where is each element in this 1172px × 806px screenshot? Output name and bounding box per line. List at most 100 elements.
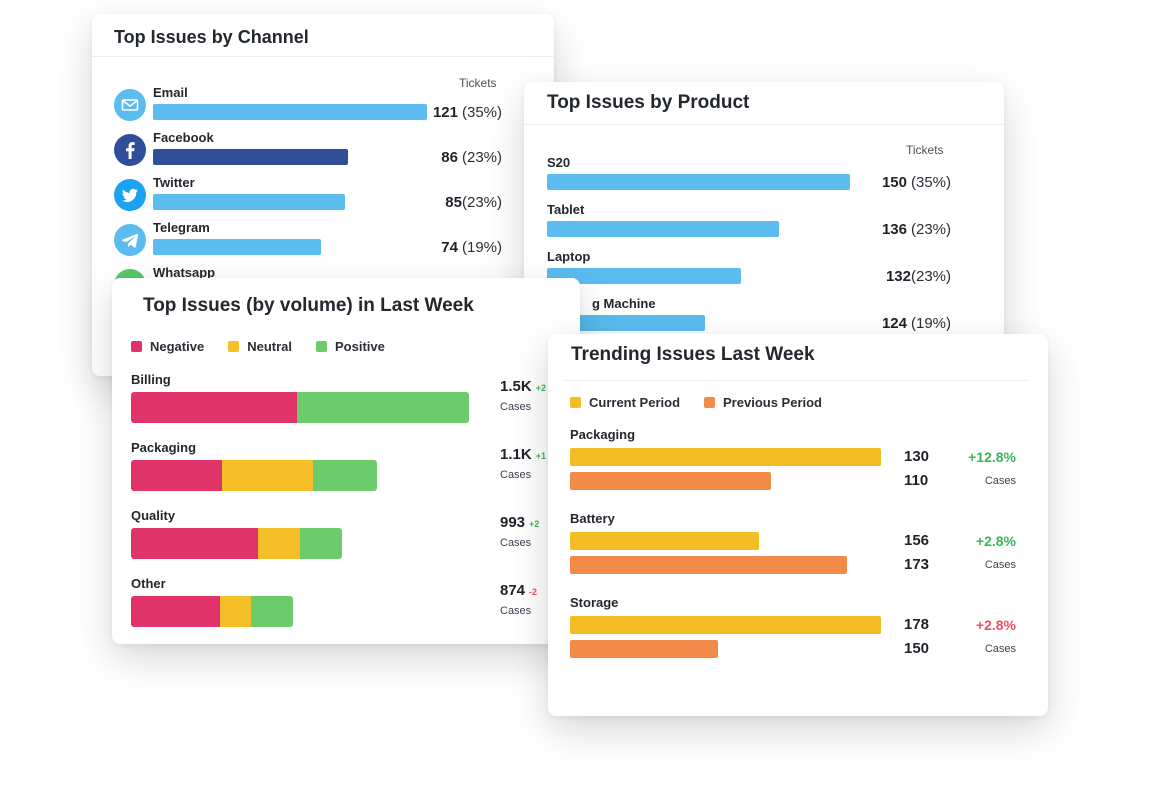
trending-label-2: Storage xyxy=(570,595,619,610)
channel-card-title: Top Issues by Channel xyxy=(114,27,309,47)
channel-tickets-header: Tickets xyxy=(459,76,497,90)
trending-change-2: +2.8% xyxy=(975,617,1016,633)
trending-current-bar-2 xyxy=(570,616,881,634)
volume-total-2: 993 +2 xyxy=(500,514,539,531)
trending-current-bar-1 xyxy=(570,532,759,550)
product-pct-1: (23%) xyxy=(910,221,951,238)
product-value-3: 124 (19%) xyxy=(524,315,951,332)
channel-value-wrap-0: 121 (35%) xyxy=(92,104,502,122)
product-card-divider xyxy=(524,124,1004,125)
volume-label-3: Other xyxy=(131,576,166,591)
product-tickets-header: Tickets xyxy=(906,143,944,157)
trending-label-1: Battery xyxy=(570,511,615,526)
twitter-icon-glyph xyxy=(114,179,146,211)
volume-label-0: Billing xyxy=(131,372,171,387)
channel-label-3: Telegram xyxy=(153,220,210,235)
volume-card: Top Issues (by volume) in Last Week Nega… xyxy=(112,278,580,644)
trending-previous-bar-2 xyxy=(570,640,718,658)
email-icon-glyph xyxy=(114,89,146,121)
channel-label-1: Facebook xyxy=(153,130,214,145)
volume-segment-3-1 xyxy=(220,596,251,627)
trending-current-bar-0 xyxy=(570,448,881,466)
legend-neutral-swatch xyxy=(228,341,240,352)
channel-count-3: 74 xyxy=(441,239,458,256)
product-bar-0 xyxy=(547,174,850,190)
volume-total-value-3: 874 xyxy=(500,582,526,599)
legend-current-label: Current Period xyxy=(589,395,681,410)
channel-bar-2 xyxy=(153,194,345,210)
volume-label-1: Packaging xyxy=(131,440,197,455)
legend-current: Current Period xyxy=(570,395,680,410)
product-pct-3: (19%) xyxy=(910,315,951,332)
legend-neutral: Neutral xyxy=(228,339,292,354)
product-label-0: S20 xyxy=(547,155,571,170)
volume-segment-0-0 xyxy=(131,392,297,423)
volume-cases-0: Cases xyxy=(500,401,532,413)
product-value-1: 136 (23%) xyxy=(524,221,951,238)
channel-count-1: 86 xyxy=(441,149,458,166)
volume-segment-2-0 xyxy=(131,528,258,559)
telegram-icon xyxy=(114,224,146,256)
trending-card: Trending Issues Last Week Current Period… xyxy=(548,334,1048,716)
trending-cases-0: Cases xyxy=(984,475,1016,487)
trending-change-0: +12.8% xyxy=(968,449,1016,465)
channel-count-0: 121 xyxy=(432,104,458,121)
product-label-3: g Machine xyxy=(592,296,656,311)
channel-bar-0 xyxy=(153,104,427,120)
trending-legend: Current Period Previous Period xyxy=(570,395,846,410)
trending-label-0: Packaging xyxy=(570,427,636,442)
product-value-2: 132(23%) xyxy=(524,268,951,285)
product-value-0: 150 (35%) xyxy=(524,174,951,191)
legend-previous: Previous Period xyxy=(704,395,822,410)
legend-current-swatch xyxy=(570,397,581,408)
trending-card-divider xyxy=(564,380,1028,381)
channel-value-3: 74 (19%) xyxy=(441,239,502,256)
channel-bar-1 xyxy=(153,149,348,165)
volume-segment-0-2 xyxy=(297,392,469,423)
volume-delta-3: -2 xyxy=(529,587,538,597)
product-count-1: 136 xyxy=(881,221,907,238)
volume-segment-2-2 xyxy=(300,528,342,559)
product-card-title: Top Issues by Product xyxy=(547,92,750,113)
product-count-2: 132 xyxy=(885,268,911,285)
channel-value-1: 86 (23%) xyxy=(441,149,502,166)
volume-segment-1-2 xyxy=(313,460,377,491)
channel-pct-1: (23%) xyxy=(461,149,502,166)
legend-positive-label: Positive xyxy=(335,339,385,354)
volume-total-value-2: 993 xyxy=(500,514,526,531)
trending-current-value-1: 156 xyxy=(904,532,930,549)
legend-neutral-label: Neutral xyxy=(247,339,292,354)
product-bar-3 xyxy=(547,315,705,331)
volume-segment-2-1 xyxy=(258,528,300,559)
product-count-3: 124 xyxy=(881,315,907,332)
product-card: Top Issues by Product Tickets S20 150 (35%… xyxy=(524,82,1004,352)
volume-delta-1: +1 xyxy=(535,451,546,461)
trending-cases-2: Cases xyxy=(984,643,1016,655)
facebook-icon xyxy=(114,134,146,166)
volume-segment-3-0 xyxy=(131,596,220,627)
trending-previous-bar-1 xyxy=(570,556,847,574)
volume-segment-1-0 xyxy=(131,460,222,491)
trending-current-value-0: 130 xyxy=(904,448,930,465)
trending-card-title: Trending Issues Last Week xyxy=(571,344,815,365)
product-bar-2 xyxy=(547,268,741,284)
product-pct-0: (35%) xyxy=(910,174,951,191)
trending-previous-value-0: 110 xyxy=(904,472,929,489)
channel-pct-0: (35%) xyxy=(461,104,502,121)
trending-previous-value-2: 150 xyxy=(904,640,930,657)
volume-cases-2: Cases xyxy=(500,537,532,549)
channel-bar-3 xyxy=(153,239,321,255)
channel-label-0: Email xyxy=(153,85,188,100)
trending-current-value-2: 178 xyxy=(904,616,930,633)
telegram-icon-glyph xyxy=(114,224,146,256)
facebook-icon-glyph xyxy=(114,134,146,166)
legend-positive-swatch xyxy=(316,341,327,352)
trending-previous-value-1: 173 xyxy=(904,556,930,573)
volume-total-value-0: 1.5K xyxy=(500,378,532,395)
volume-segment-1-1 xyxy=(222,460,313,491)
legend-negative: Negative xyxy=(131,339,204,354)
volume-total-0: 1.5K +2 xyxy=(500,378,546,395)
legend-previous-label: Previous Period xyxy=(723,395,822,410)
product-pct-2: (23%) xyxy=(910,268,951,285)
email-icon xyxy=(114,89,146,121)
